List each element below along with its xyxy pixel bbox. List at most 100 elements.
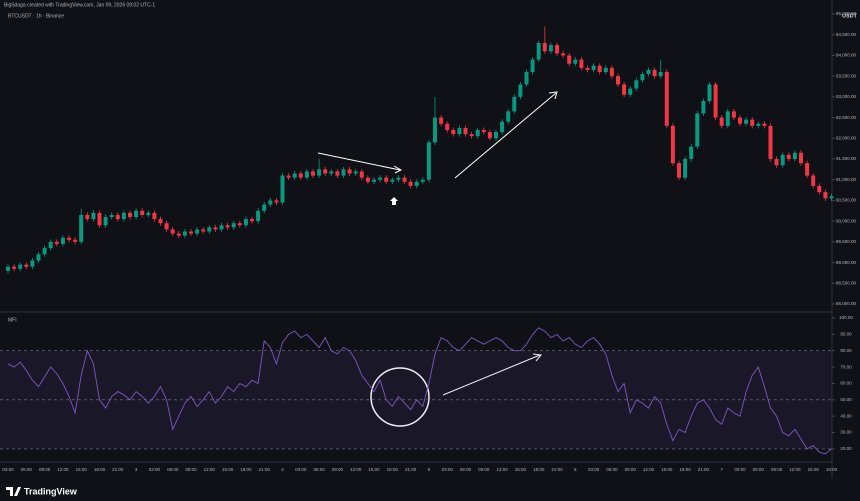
candle-body	[689, 146, 694, 159]
candle-body	[79, 214, 84, 242]
candle-body	[384, 177, 389, 182]
x-tick-label: 15:00	[661, 467, 673, 472]
candle-body	[695, 113, 700, 147]
x-tick-label: 15:00	[808, 467, 820, 472]
candle-body	[54, 241, 59, 244]
candle-body	[207, 227, 212, 232]
arrowhead	[393, 165, 403, 174]
candle-body	[439, 117, 444, 124]
x-tick-label: 03:00	[2, 467, 14, 472]
x-tick-label: 15:00	[222, 467, 234, 472]
x-tick-label: 12:00	[789, 467, 801, 472]
y-tick-label: 92,000.00	[836, 135, 857, 140]
candle-body	[341, 169, 346, 176]
price-unit: USDT	[842, 13, 858, 19]
candle-body	[530, 59, 535, 72]
y-tick-label: 80.00	[840, 348, 852, 353]
candle-body	[414, 181, 419, 186]
candle-body	[658, 72, 663, 77]
candle-body	[268, 200, 273, 205]
candle-body	[152, 212, 157, 220]
candle-body	[628, 88, 633, 95]
candle-body	[12, 266, 17, 269]
y-tick-label: 93,500.00	[836, 73, 857, 78]
candle-body	[646, 69, 651, 75]
candle-body	[786, 154, 791, 159]
candle-body	[128, 212, 132, 217]
annotation-arrow	[317, 152, 401, 171]
arrowhead	[548, 91, 558, 100]
candle-body	[542, 43, 547, 52]
candle-body	[170, 229, 175, 234]
x-tick-label: 06:00	[21, 467, 33, 472]
x-tick-label: 12:00	[57, 467, 69, 472]
x-tick-label: 09:00	[625, 467, 637, 472]
x-tick-label: 12:00	[204, 467, 216, 472]
candle-body	[750, 119, 755, 126]
candle-body	[799, 152, 803, 164]
x-tick-label: 18:00	[533, 467, 545, 472]
candle-body	[103, 217, 108, 226]
y-tick-label: 90.00	[840, 332, 852, 337]
candle-body	[512, 96, 517, 112]
candle-body	[378, 177, 383, 180]
candle-body	[664, 72, 669, 126]
candle-body	[701, 101, 706, 114]
candle-body	[42, 248, 47, 255]
x-tick-label: 03:00	[734, 467, 746, 472]
x-tick-label: 7	[720, 467, 723, 472]
candle-body	[225, 225, 230, 228]
x-tick-label: 15:00	[515, 467, 527, 472]
y-tick-label: 93,000.00	[836, 94, 857, 99]
x-tick-label: 18:00	[826, 467, 838, 472]
x-tick-label: 09:00	[478, 467, 490, 472]
candle-body	[463, 127, 468, 135]
y-tick-label: 91,500.00	[836, 156, 857, 161]
candle-body	[762, 123, 767, 126]
y-tick-label: 88,500.00	[836, 280, 857, 285]
x-tick-label: 03:00	[442, 467, 454, 472]
x-tick-label: 09:00	[185, 467, 197, 472]
candle-body	[85, 214, 90, 220]
candle-body	[353, 171, 358, 174]
candle-body	[817, 185, 822, 193]
candle-body	[231, 223, 236, 228]
candle-body	[396, 177, 401, 180]
candle-body	[567, 55, 572, 64]
y-tick-label: 90,500.00	[836, 198, 857, 203]
y-tick-label: 95,000.00	[836, 11, 857, 16]
candle-body	[811, 175, 816, 186]
y-tick-label: 90,000.00	[836, 218, 857, 223]
candle-body	[237, 223, 242, 226]
candle-body	[823, 192, 828, 199]
x-tick-label: 06:00	[753, 467, 765, 472]
candle-body	[555, 45, 559, 54]
candle-body	[494, 132, 498, 139]
candle-body	[518, 84, 523, 97]
y-tick-label: 30.00	[840, 430, 852, 435]
candle-body	[91, 212, 96, 220]
candle-body	[683, 159, 688, 178]
x-tick-label: 03:00	[149, 467, 161, 472]
candle-body	[707, 84, 712, 101]
x-tick-label: 03:00	[588, 467, 600, 472]
candle-body	[201, 229, 206, 232]
candle-body	[597, 65, 602, 72]
annotation-arrow	[442, 354, 541, 396]
candle-body	[616, 76, 620, 85]
candle-body	[640, 74, 645, 81]
candle-body	[609, 67, 614, 77]
y-tick-label: 89,000.00	[836, 260, 857, 265]
candle-body	[487, 132, 492, 139]
candle-body	[725, 111, 730, 126]
candle-body	[451, 130, 456, 135]
x-tick-label: 21:00	[112, 467, 124, 472]
candle-body	[97, 212, 102, 226]
x-tick-label: 21:00	[698, 467, 710, 472]
y-tick-label: 94,500.00	[836, 32, 857, 37]
candle-body	[390, 179, 395, 182]
logo-mark	[6, 487, 21, 496]
y-tick-label: 50.00	[840, 397, 852, 402]
candle-body	[36, 254, 41, 261]
x-tick-label: 09:00	[332, 467, 344, 472]
